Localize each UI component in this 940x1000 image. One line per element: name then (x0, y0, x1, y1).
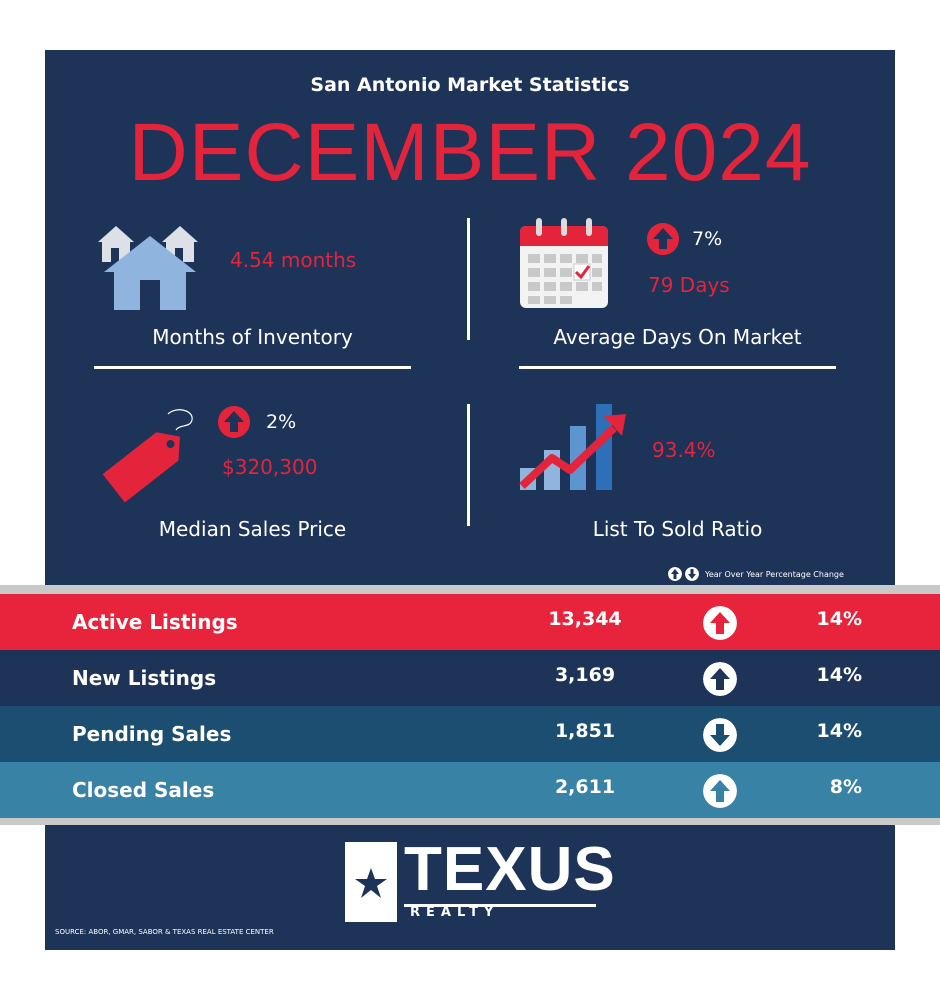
logo-subtext: REALTY (410, 905, 500, 920)
arrow-up-icon (703, 606, 737, 640)
row-percent-change: 8% (829, 776, 862, 798)
calendar-icon (520, 218, 608, 308)
growth-chart-icon (519, 404, 626, 490)
inventory-label: Months of Inventory (152, 325, 353, 349)
table-row: Closed Sales 2,611 8% (0, 762, 940, 818)
inventory-value: 4.54 months (230, 248, 357, 272)
divider-horizontal-right (519, 366, 836, 369)
dom-value: 79 Days (648, 273, 730, 297)
arrow-up-icon (703, 662, 737, 696)
logo-flag-box (345, 842, 397, 922)
row-value: 13,344 (548, 608, 622, 630)
row-value: 3,169 (554, 664, 616, 686)
dom-label: Average Days On Market (553, 325, 802, 349)
price-tag-icon (102, 409, 193, 503)
dom-change: 7% (692, 228, 723, 250)
row-label: Active Listings (72, 610, 238, 634)
arrow-down-icon (703, 718, 737, 752)
price-change: 2% (266, 411, 297, 433)
yoy-legend: Year Over Year Percentage Change (668, 567, 844, 581)
divider-vertical-top (467, 218, 470, 340)
ratio-label: List To Sold Ratio (592, 517, 763, 541)
table-row: Pending Sales 1,851 14% (0, 706, 940, 762)
row-percent-change: 14% (816, 720, 862, 742)
legend-down-arrow-icon (685, 567, 699, 581)
arrow-up-icon (703, 774, 737, 808)
legend-text: Year Over Year Percentage Change (705, 569, 844, 579)
row-percent-change: 14% (816, 608, 862, 630)
row-value: 1,851 (554, 720, 616, 742)
row-label: Pending Sales (72, 722, 232, 746)
ratio-value: 93.4% (652, 438, 716, 462)
table-row: Active Listings 13,344 14% (0, 594, 940, 650)
logo-wordmark: TEXUS (404, 835, 616, 904)
table-row: New Listings 3,169 14% (0, 650, 940, 706)
logo-underline (404, 904, 596, 922)
row-percent-change: 14% (816, 664, 862, 686)
month-title: DECEMBER 2024 (128, 107, 812, 198)
source-note: SOURCE: ABOR, GMAR, SABOR & TEXAS REAL E… (55, 928, 274, 936)
dom-up-arrow-icon (647, 223, 679, 255)
star-icon (355, 868, 387, 898)
row-value: 2,611 (554, 776, 616, 798)
row-label: Closed Sales (72, 778, 215, 802)
row-label: New Listings (72, 666, 217, 690)
price-up-arrow-icon (218, 406, 250, 438)
price-label: Median Sales Price (158, 517, 347, 541)
price-value: $320,300 (222, 455, 318, 479)
divider-vertical-bottom (467, 404, 470, 526)
divider-horizontal-left (94, 366, 411, 369)
houses-icon (98, 226, 198, 310)
market-subtitle: San Antonio Market Statistics (310, 74, 630, 96)
legend-up-arrow-icon (668, 567, 682, 581)
